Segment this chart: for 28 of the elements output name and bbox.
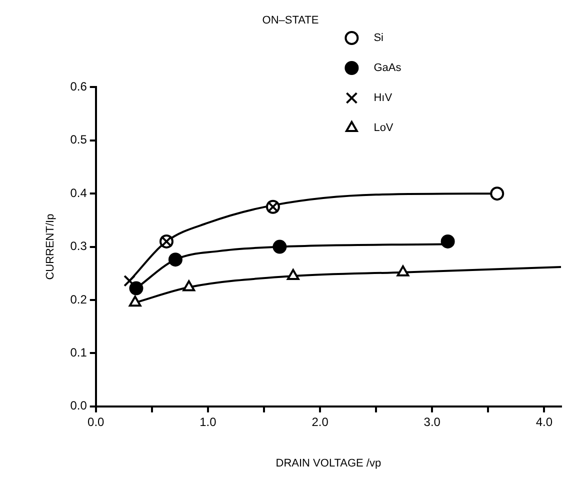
y-tick-label: 0.3 [70, 239, 88, 254]
y-tick-label: 0.4 [70, 186, 88, 200]
y-tick-label: 0.5 [70, 132, 88, 147]
legend-label: GaAs [374, 62, 402, 74]
x-tick-label: 4.0 [536, 414, 553, 429]
x-tick-label: 0.0 [88, 414, 105, 429]
x-tick-label: 2.0 [312, 414, 329, 429]
point [128, 296, 142, 307]
x-tick-label: 3.0 [424, 414, 441, 429]
y-tick-label: 0.2 [70, 292, 88, 306]
legend-label: HıV [374, 92, 393, 104]
y-axis-title: CURRENT/Ip [44, 214, 57, 280]
point [440, 234, 455, 248]
chart-title: ON–STATE [262, 14, 319, 27]
y-tick-label: 0.6 [70, 80, 88, 94]
point [129, 281, 144, 296]
legend-label: Si [374, 32, 384, 44]
point [490, 186, 504, 201]
point [272, 240, 287, 254]
y-tick-label: 0.0 [70, 398, 88, 413]
point [168, 252, 182, 267]
x-tick-label: 1.0 [200, 414, 217, 429]
point [396, 265, 410, 276]
y-tick-label: 0.1 [70, 346, 88, 360]
point [286, 269, 300, 280]
legend-label: LoV [374, 122, 394, 134]
point [182, 280, 196, 292]
x-axis-title: DRAIN VOLTAGE /vp [276, 457, 382, 470]
